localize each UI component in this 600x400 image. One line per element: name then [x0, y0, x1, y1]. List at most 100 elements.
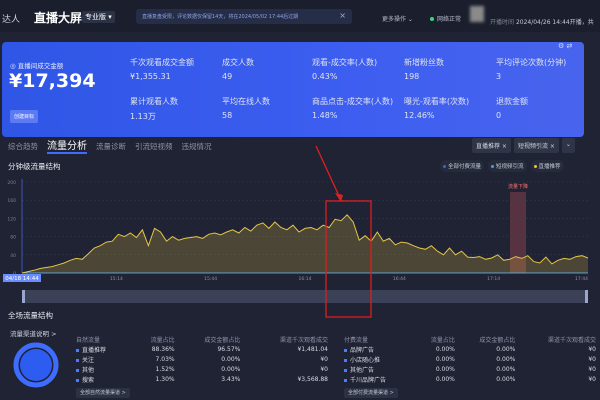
- version-label: 专业版: [85, 13, 106, 21]
- settings-icon[interactable]: ⚙ ⇄: [558, 42, 573, 50]
- slider-handle-left[interactable]: [22, 290, 25, 303]
- metric-label: 新增粉丝数: [404, 58, 444, 67]
- main-metric-label: ◎ 直播间成交金额: [10, 62, 64, 70]
- paid-traffic-table: 付费流量 流量占比 成交金额占比 渠道千次观看成交 品牌广告 0.00% 0.00% ¥0 小店…: [344, 334, 596, 398]
- metric-label: 累计观看人数: [130, 97, 178, 106]
- table-cell: 1.52%: [131, 364, 175, 374]
- logo: 达人: [2, 15, 21, 25]
- cell-text: 0.00%: [496, 345, 516, 353]
- metric-value: 12.46%: [404, 111, 435, 120]
- filter-dropdown[interactable]: ⌄: [561, 138, 575, 153]
- legend-item[interactable]: 直播推荐: [530, 160, 564, 172]
- table-cell: 搜索: [76, 374, 131, 384]
- cell-text: 0.00%: [435, 345, 455, 353]
- table-row: 直播推荐 88.36% 96.57% ¥1,481.04: [76, 344, 328, 354]
- traffic-donut-chart: [13, 342, 59, 388]
- cell-text: ¥1,481.04: [297, 345, 328, 353]
- metric: 观看-成交率(人数) 0.43%: [312, 57, 377, 81]
- chart-title: 分钟级流量结构: [8, 162, 61, 171]
- tab[interactable]: 流量诊断: [96, 142, 126, 151]
- tab[interactable]: 流量分析: [47, 137, 87, 154]
- metric-value: 49: [222, 72, 233, 81]
- table-cell: ¥1,481.04: [240, 344, 328, 354]
- cell-text: ¥0: [588, 375, 596, 383]
- cell-text: 0.00%: [435, 375, 455, 383]
- table-row: 千川品牌广告 0.00% 0.00% ¥0: [344, 374, 596, 384]
- natural-traffic-table: 自然流量 流量占比 成交金额占比 渠道千次观看成交 直播推荐 88.36% 96.57% ¥1…: [76, 334, 328, 398]
- cell-text: 0.00%: [435, 365, 455, 373]
- cell-text: 1.52%: [155, 365, 175, 373]
- close-icon[interactable]: ×: [339, 11, 346, 20]
- filter-chip[interactable]: 短视频引流 ×: [513, 138, 559, 153]
- legend-item[interactable]: 全部付费流量: [440, 160, 485, 172]
- notice-text: 直播复盘受限，评论数据仅保留14天，将在2024/05/02 17:44后过期: [142, 14, 299, 20]
- table-cell: 小店随心推: [344, 354, 415, 364]
- x-tick-label: 15:44: [204, 276, 217, 282]
- annotation-band: [510, 192, 526, 273]
- cell-text: 0.00%: [496, 365, 516, 373]
- cell-text: 88.36%: [151, 345, 175, 353]
- table-row: 关注 7.03% 0.00% ¥0: [76, 354, 328, 364]
- all-channels-link[interactable]: 全部付费流量渠道 >: [344, 388, 398, 398]
- table-cell: ¥0: [240, 354, 328, 364]
- table-cell: 0.00%: [455, 374, 515, 384]
- legend-label: 短视频引流: [496, 164, 524, 170]
- table-cell: 0.00%: [415, 374, 455, 384]
- summary-card: [2, 42, 584, 137]
- table-row: 小店随心推 0.00% 0.00% ¥0: [344, 354, 596, 364]
- x-tick-label: 17:14: [487, 276, 500, 282]
- metric: 平均评论次数(分钟) 3: [496, 57, 566, 81]
- bullet-icon: [344, 358, 347, 362]
- version-dropdown[interactable]: 专业版 ▾: [82, 11, 115, 23]
- x-tick-label: 16:44: [393, 276, 406, 282]
- avatar: [470, 6, 484, 22]
- cell-text: ¥0: [588, 365, 596, 373]
- tabs: 综合趋势 流量分析 流量诊断 引流短视频 违规情况: [8, 137, 212, 154]
- chart-legend: 全部付费流量 短视频引流 直播推荐: [440, 160, 564, 172]
- metric: 曝光-观看率(次数) 12.46%: [404, 96, 469, 120]
- table-cell: 千川品牌广告: [344, 374, 415, 384]
- all-channels-link[interactable]: 全部自然流量渠道 >: [76, 388, 130, 398]
- time-range-slider[interactable]: [22, 290, 588, 303]
- main-metric-label-text: 直播间成交金额: [17, 62, 64, 70]
- bullet-icon: [76, 358, 79, 362]
- column-header: 流量占比: [150, 336, 175, 344]
- table-cell: 0.00%: [175, 354, 240, 364]
- metric-value: 3: [496, 72, 502, 81]
- cell-text: ¥0: [320, 365, 328, 373]
- metric-value: 0.43%: [312, 72, 338, 81]
- cell-text: 其他广告: [350, 366, 375, 374]
- slider-handle-right[interactable]: [585, 290, 588, 303]
- legend-dot-icon: [533, 165, 537, 168]
- cell-text: ¥0: [588, 355, 596, 363]
- legend-item[interactable]: 短视频引流: [488, 160, 527, 172]
- cell-text: 0.00%: [221, 365, 241, 373]
- traffic-explain-link[interactable]: 流量渠道说明 >: [10, 330, 57, 338]
- more-actions-dropdown[interactable]: 更多操作 ⌄: [382, 16, 413, 23]
- metric-value: ¥1,355.31: [130, 72, 171, 81]
- table-cell: ¥0: [515, 364, 596, 374]
- table-row: 其他广告 0.00% 0.00% ¥0: [344, 364, 596, 374]
- cell-text: 0.00%: [435, 355, 455, 363]
- metric-label: 商品点击-成交率(人数): [312, 97, 394, 106]
- cell-text: ¥3,568.88: [297, 375, 328, 383]
- tab[interactable]: 违规情况: [181, 142, 212, 151]
- tab[interactable]: 综合趋势: [8, 142, 38, 151]
- x-start-badge: [3, 274, 41, 282]
- metric: 平均在线人数 58: [222, 96, 270, 120]
- x-tick-label: 17:44: [575, 276, 588, 282]
- bullet-icon: [344, 368, 347, 372]
- cell-text: 千川品牌广告: [350, 376, 387, 384]
- donut-ring: [13, 342, 59, 388]
- bullet-icon: [76, 368, 79, 372]
- live-time-label: 开播时间: [490, 19, 515, 26]
- table-row: 品牌广告 0.00% 0.00% ¥0: [344, 344, 596, 354]
- tab[interactable]: 引流短视频: [135, 142, 173, 151]
- filter-chip[interactable]: 直播推荐 ×: [472, 138, 511, 153]
- table-cell: 其他: [76, 364, 131, 374]
- column-header: 渠道千次观看成交: [279, 336, 328, 344]
- y-tick-label: 120: [7, 216, 16, 222]
- cell-text: 其他: [82, 366, 95, 374]
- create-goal-button[interactable]: 创建目标: [10, 110, 39, 123]
- y-tick-label: 40: [10, 253, 16, 259]
